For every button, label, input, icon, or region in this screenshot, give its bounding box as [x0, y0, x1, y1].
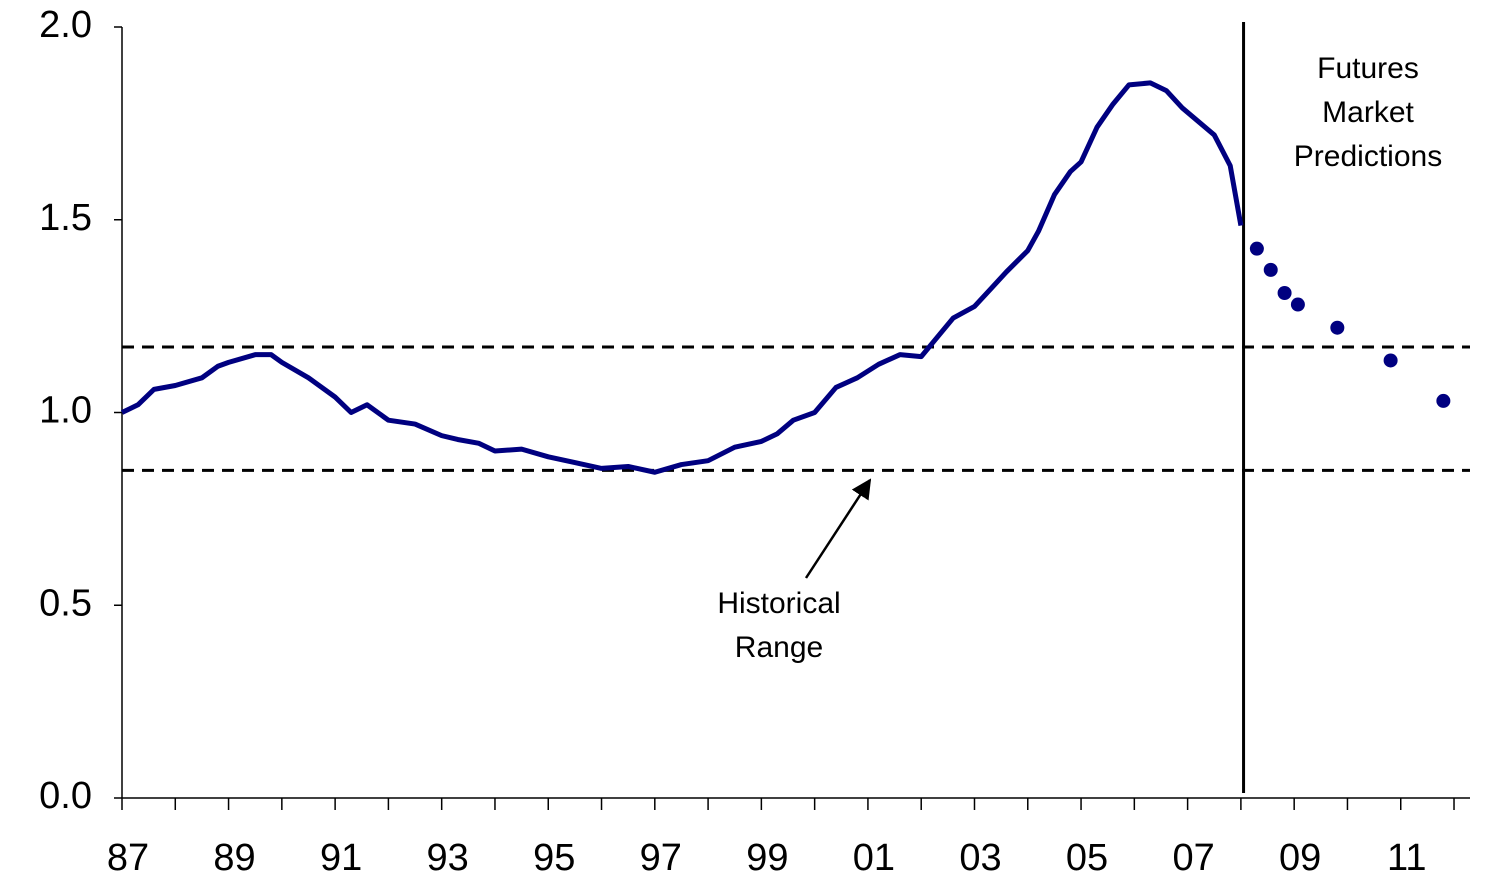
- annotation: Futures: [1317, 52, 1419, 85]
- x-tick-label: 95: [533, 837, 575, 879]
- data-point: [1263, 262, 1278, 277]
- annotation-arrow: [804, 478, 872, 579]
- x-tick-label: 07: [1172, 837, 1214, 879]
- x-tick-label: 05: [1066, 837, 1108, 879]
- x-tick-label: 11: [1387, 837, 1426, 879]
- x-tick-label: 03: [959, 837, 1001, 879]
- data-point: [1383, 353, 1398, 368]
- x-tick-label: 89: [213, 837, 255, 879]
- annotation: Historical: [717, 587, 840, 620]
- x-tick-label: 97: [640, 837, 682, 879]
- y-tick-label: 2.0: [39, 4, 92, 46]
- x-tick-label: 99: [746, 837, 788, 879]
- annotation: Market: [1322, 96, 1414, 129]
- data-point: [1290, 297, 1305, 312]
- data-point: [1277, 285, 1292, 300]
- y-tick-label: 1.0: [39, 390, 92, 432]
- annotation: Range: [735, 631, 823, 664]
- x-tick-label: 09: [1279, 837, 1321, 879]
- y-tick-label: 0.5: [39, 582, 92, 624]
- data-line: [120, 80, 1244, 475]
- data-point: [1436, 393, 1451, 408]
- annotation: Predictions: [1294, 140, 1442, 173]
- y-tick-label: 0.0: [39, 775, 92, 817]
- x-tick-label: 91: [320, 837, 362, 879]
- data-point: [1249, 241, 1264, 256]
- x-tick-label: 01: [853, 837, 895, 879]
- x-tick-label: 87: [107, 837, 149, 879]
- x-tick-label: 93: [427, 837, 469, 879]
- data-point: [1330, 320, 1345, 335]
- y-tick-label: 1.5: [39, 197, 92, 239]
